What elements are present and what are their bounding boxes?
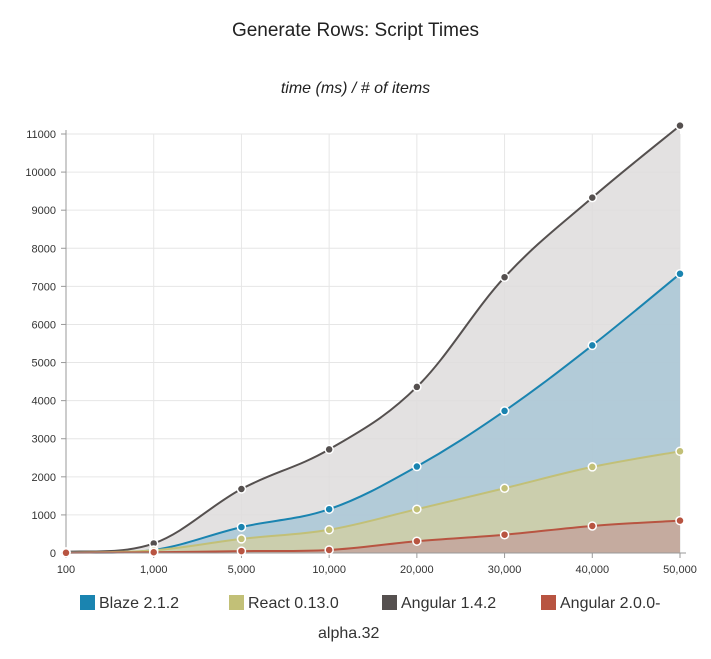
chart-title: Generate Rows: Script Times: [231, 20, 480, 41]
data-point-s1-6: [587, 462, 598, 472]
data-point-s3-2: [236, 546, 247, 556]
chart-legend: Blaze 2.1.2 React 0.13.0 Angular 1.4.2 A…: [0, 593, 711, 653]
legend-label-blaze: Blaze 2.1.2: [99, 595, 180, 612]
data-point-s2-3: [324, 444, 334, 455]
series-area-3: [66, 520, 680, 553]
x-tick-label-0: 100: [57, 564, 75, 576]
legend-swatch-blaze: [80, 595, 95, 610]
legend-item-angular-2-wrap: alpha.32: [318, 623, 379, 645]
data-point-s3-1: [148, 547, 159, 557]
line-layer: [65, 124, 681, 554]
legend-swatch-angular-2: [541, 595, 556, 610]
data-point-s3-5: [499, 529, 510, 540]
series-line-3: [65, 519, 681, 554]
data-point-s2-5: [499, 272, 510, 282]
legend-item-angular-2[interactable]: Angular 2.0.0-: [541, 593, 661, 615]
series-area-1: [66, 451, 680, 553]
data-point-s3-7: [675, 515, 685, 526]
data-point-s2-6: [587, 192, 598, 203]
data-point-s1-2: [236, 534, 247, 544]
data-point-s2-7: [675, 120, 685, 131]
data-point-s0-6: [587, 340, 598, 351]
legend-label-angular-2-wrap: alpha.32: [318, 625, 380, 642]
x-tick-label-2: 5,000: [228, 564, 256, 576]
legend-label-angular-2: Angular 2.0.0-: [560, 595, 661, 612]
x-tick-label-7: 50,000: [663, 564, 697, 576]
y-tick-label-3: 3000: [32, 434, 56, 446]
y-tick-label-6: 6000: [32, 319, 56, 331]
x-tick-label-5: 30,000: [488, 564, 522, 576]
x-tick-label-1: 1,000: [140, 564, 168, 576]
y-tick-label-10: 10000: [25, 167, 56, 179]
data-point-s1-3: [324, 525, 334, 535]
y-tick-label-8: 8000: [32, 243, 56, 255]
data-point-s1-4: [412, 504, 422, 514]
legend-item-blaze[interactable]: Blaze 2.1.2: [80, 593, 179, 615]
data-point-s1-7: [675, 446, 685, 457]
series-line-0: [65, 273, 681, 554]
y-tick-label-5: 5000: [32, 358, 56, 370]
data-point-s3-3: [324, 545, 334, 555]
data-point-s3-4: [412, 536, 422, 546]
y-tick-label-2: 2000: [32, 472, 56, 484]
data-point-s3-0: [61, 548, 71, 558]
x-tick-label-4: 20,000: [400, 564, 434, 576]
data-point-s1-5: [499, 483, 510, 493]
x-tick-label-3: 10,000: [312, 564, 346, 576]
axis-layer: 0 1000 2000 3000 4000 5000 6000 7000 8000 9000 100…: [25, 129, 696, 576]
chart-subtitle: time (ms) / # of items: [280, 80, 431, 97]
data-point-s0-2: [236, 522, 247, 532]
x-tick-label-6: 40,000: [575, 564, 609, 576]
y-tick-label-7: 7000: [32, 281, 56, 293]
data-point-s0-5: [499, 406, 510, 416]
data-point-s3-6: [587, 521, 598, 531]
data-point-s0-7: [675, 269, 685, 279]
data-point-s0-3: [324, 504, 334, 514]
legend-item-angular-1[interactable]: Angular 1.4.2: [382, 593, 496, 615]
y-tick-label-4: 4000: [32, 396, 56, 408]
series-line-2: [65, 124, 681, 553]
point-layer: [61, 120, 685, 558]
y-tick-label-1: 1000: [32, 510, 56, 522]
chart-plot: 0 1000 2000 3000 4000 5000 6000 7000 8000 9000 100…: [25, 120, 697, 576]
legend-item-react[interactable]: React 0.13.0: [229, 593, 339, 615]
data-point-s2-2: [236, 484, 247, 494]
area-layer: [66, 125, 680, 554]
legend-label-angular-1: Angular 1.4.2: [401, 595, 497, 612]
series-line-1: [65, 450, 681, 554]
legend-label-react: React 0.13.0: [248, 595, 339, 612]
legend-swatch-angular-1: [382, 595, 397, 610]
y-tick-label-9: 9000: [32, 205, 56, 217]
data-point-s0-4: [412, 461, 422, 472]
y-tick-label-0: 0: [50, 548, 56, 560]
legend-swatch-react: [229, 595, 244, 610]
y-tick-label-11: 11000: [26, 129, 56, 141]
data-point-s2-4: [412, 382, 422, 392]
